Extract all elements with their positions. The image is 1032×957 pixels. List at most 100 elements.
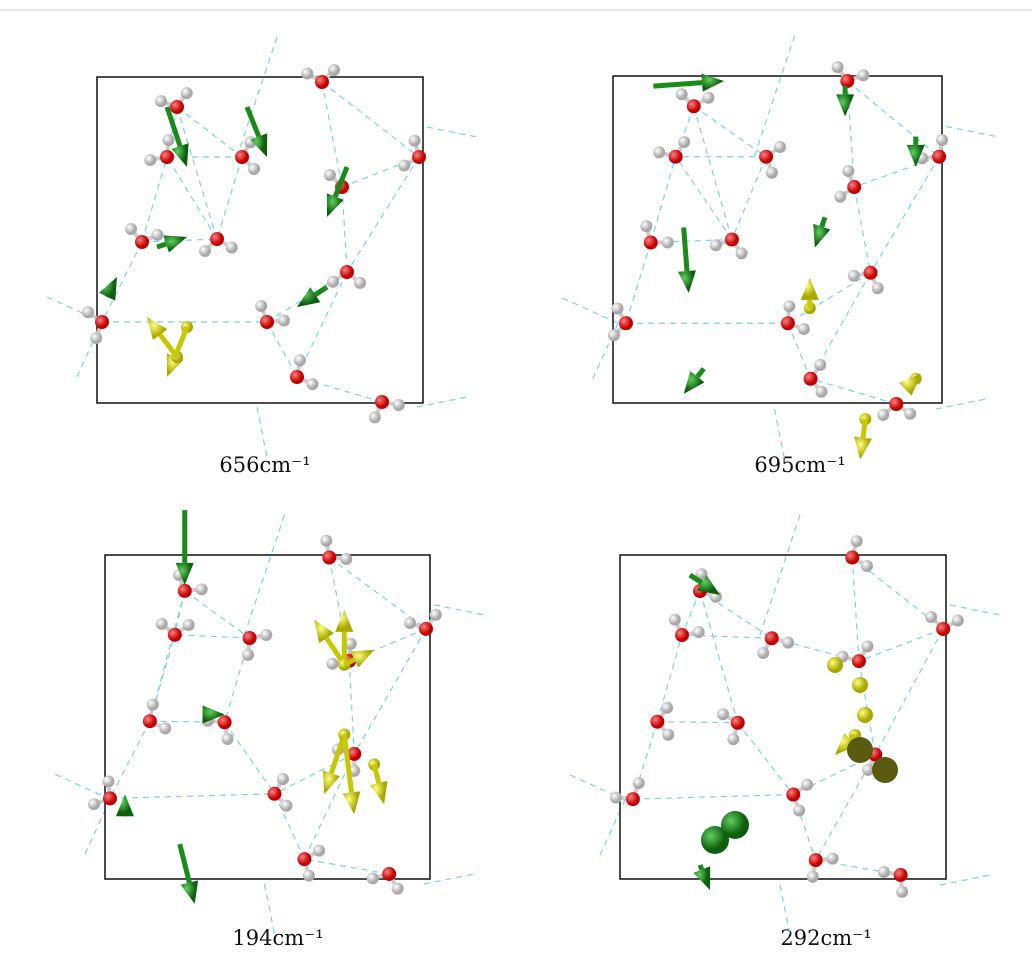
- hydrogen: [255, 300, 267, 312]
- hydrogen: [144, 154, 156, 166]
- hydrogen: [327, 276, 339, 288]
- oxygen: [243, 631, 257, 645]
- hydrogen: [222, 733, 234, 745]
- hydrogen: [736, 247, 748, 259]
- hydrogen: [199, 245, 211, 257]
- oxygen: [644, 236, 658, 250]
- yellow-atom: [857, 707, 873, 723]
- hydrogen: [277, 773, 289, 785]
- hydrogen: [242, 649, 254, 661]
- oxygen: [781, 316, 795, 330]
- hydrogen: [103, 775, 115, 787]
- oxygen: [936, 622, 950, 636]
- oxygen: [619, 316, 633, 330]
- hydrogen: [226, 242, 238, 254]
- oxygen: [135, 235, 149, 249]
- hydrogen: [827, 853, 839, 865]
- hydrogen: [834, 191, 846, 203]
- arrow-shaft: [863, 419, 865, 438]
- yellow-ball: [847, 737, 873, 763]
- arrow-shaft: [684, 227, 687, 271]
- oxygen: [809, 853, 823, 867]
- oxygen: [894, 868, 908, 882]
- oxygen: [315, 75, 329, 89]
- hydrogen: [832, 61, 844, 73]
- hydrogen: [313, 845, 325, 857]
- arrow-shaft: [822, 217, 825, 226]
- hydrogen: [611, 303, 623, 315]
- hydrogen: [774, 141, 786, 153]
- oxygen: [852, 654, 866, 668]
- oxygen: [160, 150, 174, 164]
- oxygen: [889, 397, 903, 411]
- oxygen: [297, 852, 311, 866]
- hydrogen: [662, 237, 674, 249]
- hydrogen: [155, 95, 167, 107]
- hydrogen: [936, 134, 948, 146]
- hydrogen: [633, 777, 645, 789]
- arrow-shaft: [157, 244, 166, 247]
- yellow-ball: [872, 757, 898, 783]
- hydrogen: [393, 399, 405, 411]
- figure: 656cm⁻¹ 695cm⁻¹ 194cm⁻¹ 292cm⁻¹: [0, 0, 1032, 957]
- oxygen: [143, 714, 157, 728]
- oxygen: [626, 792, 640, 806]
- hydrogen: [88, 798, 100, 810]
- hydrogen: [156, 618, 168, 630]
- hydrogen: [196, 583, 208, 595]
- hydrogen: [181, 87, 193, 99]
- oxygen: [412, 150, 426, 164]
- hydrogen: [861, 560, 873, 572]
- hydrogen: [952, 615, 964, 627]
- hydrogen: [857, 69, 869, 81]
- hydrogen: [801, 779, 813, 791]
- hydrogen: [669, 614, 681, 626]
- oxygen: [178, 584, 192, 598]
- hydrogen: [260, 629, 272, 641]
- hydrogen: [727, 733, 739, 745]
- green-ball: [721, 811, 749, 839]
- hydrogen: [661, 702, 673, 714]
- oxygen: [932, 150, 946, 164]
- hydrogen: [710, 239, 722, 251]
- hydrogen: [693, 626, 705, 638]
- oxygen: [845, 551, 859, 565]
- hydrogen: [248, 163, 260, 175]
- hydrogen: [662, 729, 674, 741]
- hydrogen: [872, 282, 884, 294]
- oxygen: [170, 100, 184, 114]
- background: [0, 0, 1032, 957]
- hydrogen: [925, 611, 937, 623]
- panel-label: 695cm⁻¹: [754, 453, 845, 477]
- hydrogen: [324, 169, 336, 181]
- hydrogen: [878, 866, 890, 878]
- oxygen: [322, 550, 336, 564]
- hydrogen: [608, 329, 620, 341]
- oxygen: [235, 150, 249, 164]
- oxygen: [786, 788, 800, 802]
- oxygen: [765, 631, 779, 645]
- oxygen: [218, 715, 232, 729]
- oxygen: [340, 265, 354, 279]
- oxygen: [260, 315, 274, 329]
- hydrogen: [782, 637, 794, 649]
- hydrogen: [306, 378, 318, 390]
- hydrogen: [702, 92, 714, 104]
- oxygen: [375, 395, 389, 409]
- oxygen: [382, 867, 396, 881]
- hydrogen: [398, 160, 410, 172]
- hydrogen: [301, 68, 313, 80]
- hydrogen: [842, 165, 854, 177]
- hydrogen: [430, 609, 442, 621]
- hydrogen: [125, 223, 137, 235]
- hydrogen: [717, 708, 729, 720]
- hydrogen: [610, 792, 622, 804]
- hydrogen: [807, 871, 819, 883]
- hydrogen: [861, 640, 873, 652]
- arrow-shaft: [700, 865, 702, 870]
- oxygen: [731, 716, 745, 730]
- hydrogen: [757, 647, 769, 659]
- hydrogen: [409, 135, 421, 147]
- hydrogen: [848, 270, 860, 282]
- hydrogen: [151, 229, 163, 241]
